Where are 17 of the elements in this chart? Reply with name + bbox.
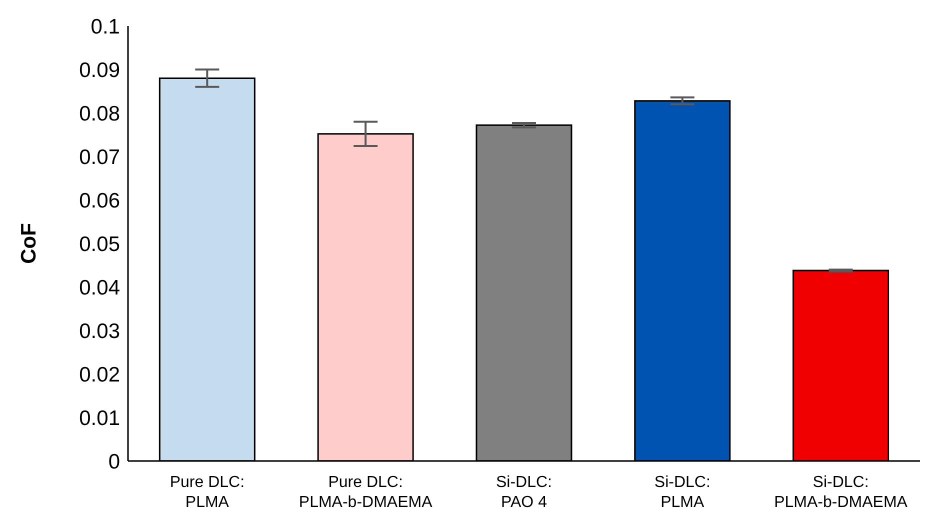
y-tick-label: 0.03 xyxy=(79,320,120,343)
y-tick-label: 0.02 xyxy=(79,363,120,386)
y-tick-label: 0.06 xyxy=(79,189,120,212)
y-axis-title: CoF xyxy=(17,222,40,264)
x-tick-label: Pure DLC: PLMA xyxy=(170,474,245,511)
y-tick-label: 0.04 xyxy=(79,276,120,300)
x-tick-label: Si-DLC: PAO 4 xyxy=(496,474,552,511)
y-tick-label: 0.09 xyxy=(79,58,120,82)
x-tick-label: Si-DLC: PLMA xyxy=(654,474,710,511)
y-tick-label: 0.07 xyxy=(79,146,120,169)
y-tick-label: 0 xyxy=(108,450,120,474)
y-tick-label: 0.01 xyxy=(79,406,120,430)
x-tick-label: Si-DLC: PLMA-b-DMAEMA xyxy=(774,474,908,511)
x-tick-label: Pure DLC: PLMA-b-DMAEMA xyxy=(298,474,433,511)
y-tick-label: 0.05 xyxy=(79,232,120,256)
y-tick-label: 0.08 xyxy=(79,102,120,126)
y-tick-label: 0.1 xyxy=(90,15,120,38)
